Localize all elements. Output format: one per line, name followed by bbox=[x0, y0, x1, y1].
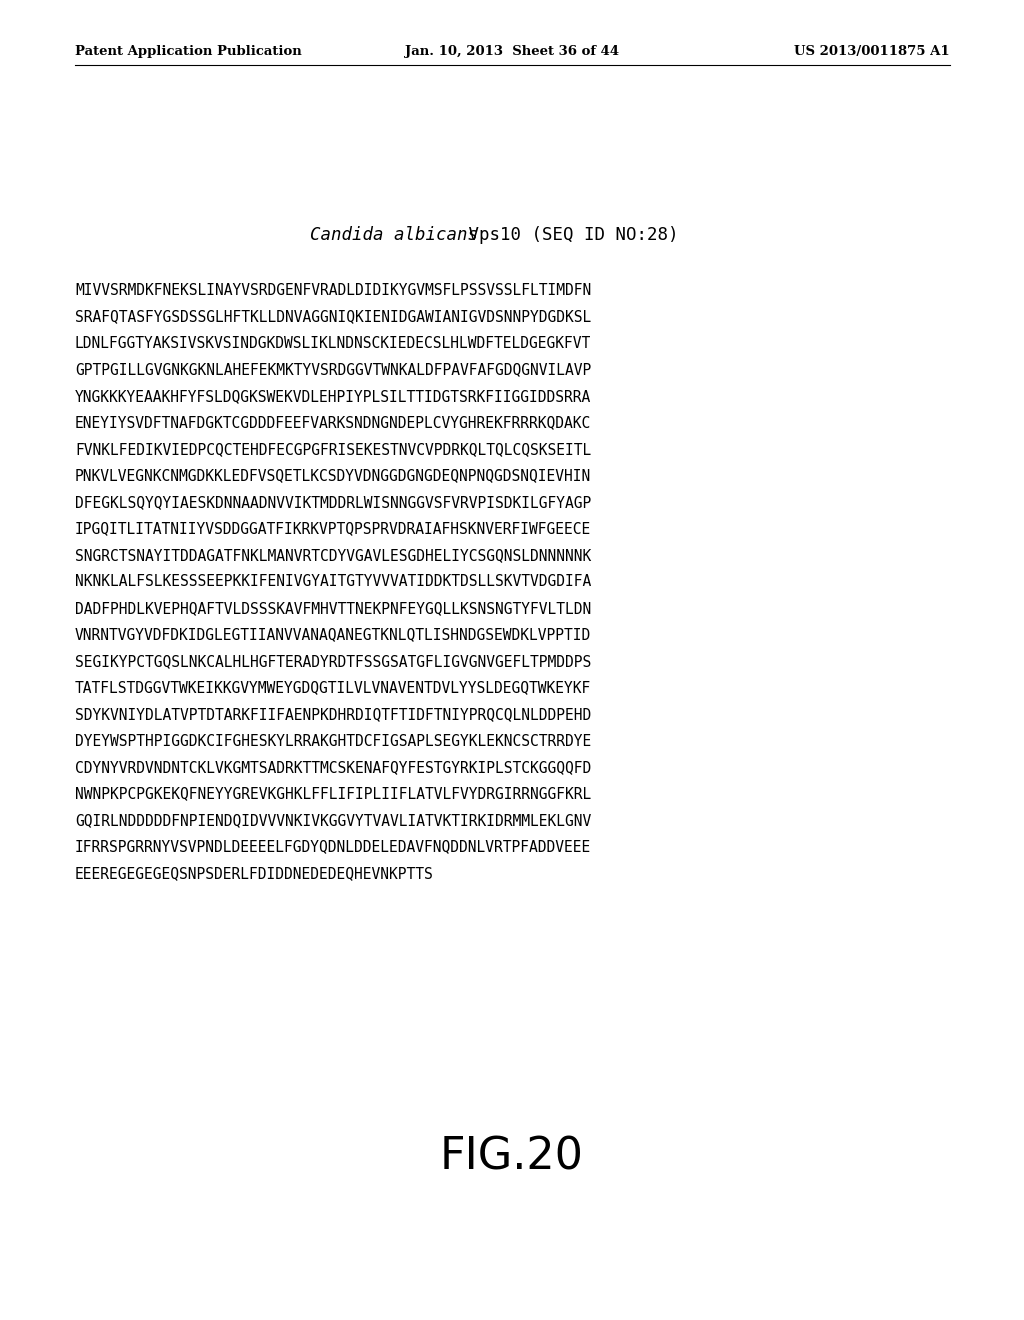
Text: DFEGKLSQYQYIAESKDNNAADNVVIKTMDDRLWISNNGGVSFVRVPISDKILGFYAGP: DFEGKLSQYQYIAESKDNNAADNVVIKTMDDRLWISNNGG… bbox=[75, 495, 591, 510]
Text: SEGIKYPCTGQSLNKCALHLHGFTERADYRDTFSSGSATGFLIGVGNVGEFLTPMDDPS: SEGIKYPCTGQSLNKCALHLHGFTERADYRDTFSSGSATG… bbox=[75, 653, 591, 669]
Text: FIG.20: FIG.20 bbox=[440, 1137, 584, 1179]
Text: ENEYIYSVDFTNAFDGKTCGDDDFEEFVARKSNDNGNDEPLCVYGHREKFRRRKQDAKC: ENEYIYSVDFTNAFDGKTCGDDDFEEFVARKSNDNGNDEP… bbox=[75, 416, 591, 430]
Text: Candida albicans: Candida albicans bbox=[310, 226, 478, 244]
Text: NWNPKPCPGKEKQFNEYYGREVKGHKLFFLIFIPLIIFLATVLFVYDRGIRRNGGFKRL: NWNPKPCPGKEKQFNEYYGREVKGHKLFFLIFIPLIIFLA… bbox=[75, 787, 591, 801]
Text: YNGKKKYEAAKHFYFSLDQGKSWEKVDLEHPIYPLSILTTIDGTSRKFIIGGIDDSRRA: YNGKKKYEAAKHFYFSLDQGKSWEKVDLEHPIYPLSILTT… bbox=[75, 389, 591, 404]
Text: MIVVSRMDKFNEKSLINAYVSRDGENFVRADLDIDIKYGVMSFLPSSVSSLFLTIMDFN: MIVVSRMDKFNEKSLINAYVSRDGENFVRADLDIDIKYGV… bbox=[75, 282, 591, 298]
Text: FVNKLFEDIKVIEDPCQCTEHDFECGPGFRISEKESTNVCVPDRKQLTQLCQSKSEITL: FVNKLFEDIKVIEDPCQCTEHDFECGPGFRISEKESTNVC… bbox=[75, 442, 591, 457]
Text: GPTPGILLGVGNKGKNLAHEFEKMKTYVSRDGGVTWNKALDFPAVFAFGDQGNVILAVP: GPTPGILLGVGNKGKNLAHEFEKMKTYVSRDGGVTWNKAL… bbox=[75, 363, 591, 378]
Text: IPGQITLITATNIIYVSDDGGATFIKRKVPTQPSPRVDRAIAFHSKNVERFIWFGEECE: IPGQITLITATNIIYVSDDGGATFIKRKVPTQPSPRVDRA… bbox=[75, 521, 591, 536]
Text: LDNLFGGTYAKSIVSKVSINDGKDWSLIKLNDNSCKIEDECSLHLWDFTELDGEGKFVT: LDNLFGGTYAKSIVSKVSINDGKDWSLIKLNDNSCKIEDE… bbox=[75, 337, 591, 351]
Text: CDYNYVRDVNDNTCKLVKGMTSADRKTTMCSKENAFQYFESTGYRKIPLSTCKGGQQFD: CDYNYVRDVNDNTCKLVKGMTSADRKTTMCSKENAFQYFE… bbox=[75, 760, 591, 775]
Text: PNKVLVEGNKCNMGDKKLEDFVSQETLKCSDYVDNGGDGNGDEQNPNQGDSNQIEVHIN: PNKVLVEGNKCNMGDKKLEDFVSQETLKCSDYVDNGGDGN… bbox=[75, 469, 591, 483]
Text: SRAFQTASFYGSDSSGLHFTKLLDNVAGGNIQKIENIDGAWIANIGVDSNNPYDGDKSL: SRAFQTASFYGSDSSGLHFTKLLDNVAGGNIQKIENIDGA… bbox=[75, 309, 591, 325]
Text: Vps10 (SEQ ID NO:28): Vps10 (SEQ ID NO:28) bbox=[458, 226, 679, 244]
Text: TATFLSTDGGVTWKEIKKGVYMWEYGDQGTILVLVNAVENTDVLYYSLDEGQTWKEYKF: TATFLSTDGGVTWKEIKKGVYMWEYGDQGTILVLVNAVEN… bbox=[75, 681, 591, 696]
Text: EEEREGEGEGEQSNPSDERLFDIDDNEDEDEQHEVNKPTTS: EEEREGEGEGEQSNPSDERLFDIDDNEDEDEQHEVNKPTT… bbox=[75, 866, 434, 880]
Text: GQIRLNDDDDDFNPIENDQIDVVVNKIVKGGVYTVAVLIATVKTIRKIDRMMLEKLGNV: GQIRLNDDDDDFNPIENDQIDVVVNKIVKGGVYTVAVLIA… bbox=[75, 813, 591, 828]
Text: Jan. 10, 2013  Sheet 36 of 44: Jan. 10, 2013 Sheet 36 of 44 bbox=[404, 45, 620, 58]
Text: NKNKLALFSLKESSSEEPKKIFENIVGYAITGTYVVVATIDDKTDSLLSKVTVDGDIFA: NKNKLALFSLKESSSEEPKKIFENIVGYAITGTYVVVATI… bbox=[75, 574, 591, 590]
Text: VNRNTVGYVDFDKIDGLEGTIIANVVANAQANEGTKNLQTLISHNDGSEWDKLVPPTID: VNRNTVGYVDFDKIDGLEGTIIANVVANAQANEGTKNLQT… bbox=[75, 627, 591, 643]
Text: DADFPHDLKVEPHQAFTVLDSSSKAVFMHVTTNEKPNFEYGQLLKSNSNGTYFVLTLDN: DADFPHDLKVEPHQAFTVLDSSSKAVFMHVTTNEKPNFEY… bbox=[75, 601, 591, 616]
Text: DYEYWSPTHPIGGDKCIFGHESKYLRRAKGHTDCFIGSAPLSEGYKLEKNCSCTRRDYE: DYEYWSPTHPIGGDKCIFGHESKYLRRAKGHTDCFIGSAP… bbox=[75, 734, 591, 748]
Text: US 2013/0011875 A1: US 2013/0011875 A1 bbox=[795, 45, 950, 58]
Text: IFRRSPGRRNYVSVPNDLDEEEELFGDYQDNLDDELEDAVFNQDDNLVRTPFADDVEEE: IFRRSPGRRNYVSVPNDLDEEEELFGDYQDNLDDELEDAV… bbox=[75, 840, 591, 854]
Text: SDYKVNIYDLATVPTDTARKFIIFAENPKDHRDIQTFTIDFTNIYPRQCQLNLDDPEHD: SDYKVNIYDLATVPTDTARKFIIFAENPKDHRDIQTFTID… bbox=[75, 708, 591, 722]
Text: Patent Application Publication: Patent Application Publication bbox=[75, 45, 302, 58]
Text: SNGRCTSNAYITDDAGATFNKLMANVRTCDYVGAVLESGDHELIYCSGQNSLDNNNNNK: SNGRCTSNAYITDDAGATFNKLMANVRTCDYVGAVLESGD… bbox=[75, 548, 591, 564]
